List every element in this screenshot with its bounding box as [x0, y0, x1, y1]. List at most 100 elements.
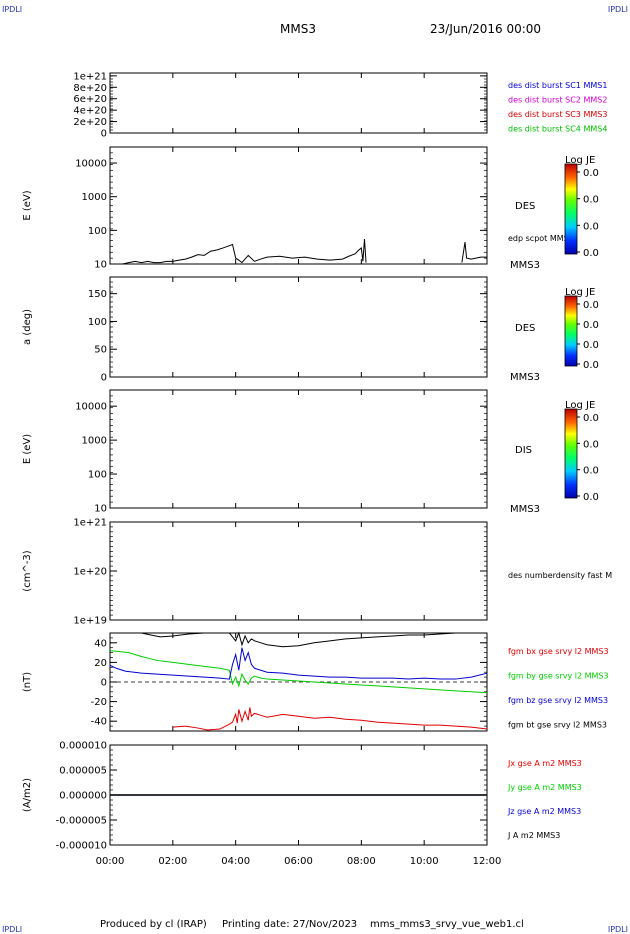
footer-produced: Produced by cl (IRAP): [100, 919, 207, 930]
colorbar-tick-label: 0.0: [583, 300, 599, 311]
species-label: DIS: [515, 445, 532, 456]
sc-label: MMS3: [510, 504, 540, 515]
ylabel: (nT): [22, 672, 33, 692]
colorbar-tick-label: 0.0: [583, 221, 599, 232]
ytick-label: 6e+20: [73, 94, 107, 105]
ytick-label: 8e+20: [73, 83, 107, 94]
density-label: des numberdensity fast M: [508, 571, 612, 580]
ylabel: (A/m2): [22, 778, 33, 812]
b-legend-4: fgm bt gse srvy l2 MMS3: [508, 721, 607, 730]
colorbar-tick-label: 0.0: [583, 439, 599, 450]
ytick-label: 150: [88, 289, 107, 300]
colorbar-title: Log JE: [565, 400, 595, 411]
ytick-label: 100: [88, 226, 107, 237]
sc-label: MMS3: [510, 372, 540, 383]
colorbar-tick-label: 0.0: [583, 320, 599, 331]
ytick-label: 2e+20: [73, 117, 107, 128]
ytick-label: 100: [88, 470, 107, 481]
ytick-label: 4e+20: [73, 106, 107, 117]
colorbar-tick-label: 0.0: [583, 360, 599, 371]
ylabel: E (eV): [22, 190, 33, 220]
ytick-label: 1e+20: [73, 567, 107, 578]
j-legend-1: Jx gse A m2 MMS3: [507, 759, 582, 768]
ytick-label: 1e+21: [73, 71, 107, 82]
footer-filename: mms_mms3_srvy_vue_web1.cl: [370, 919, 524, 930]
corner-br: IPDLI: [607, 925, 628, 934]
colorbar-tick-label: 0.0: [583, 168, 599, 179]
ytick-label: 1000: [82, 436, 107, 447]
ytick-label: 50: [94, 345, 107, 356]
b-legend-1: fgm bx gse srvy l2 MMS3: [508, 647, 609, 656]
panel-frame-4: [109, 389, 488, 509]
colorbar-tick-label: 0.0: [583, 492, 599, 503]
species-label: DES: [515, 201, 535, 212]
j-legend-2: Jy gse A m2 MMS3: [507, 783, 582, 792]
b-series-4: [141, 631, 487, 648]
legend-4: des dist burst SC4 MMS4: [508, 125, 607, 134]
ytick-label: 10: [94, 260, 107, 271]
ytick-label: 0: [101, 129, 107, 140]
xtick-label: 06:00: [284, 856, 313, 867]
ytick-label: 10: [94, 504, 107, 515]
footer-printing: Printing date: 27/Nov/2023: [222, 919, 358, 930]
xtick-label: 12:00: [473, 856, 502, 867]
xtick-label: 10:00: [410, 856, 439, 867]
ytick-label: -20: [91, 697, 107, 708]
date-title: 23/Jun/2016 00:00: [430, 22, 542, 36]
panel-frame-3: [109, 276, 488, 378]
ytick-label: 0: [101, 373, 107, 384]
colorbar-tick-label: 0.0: [583, 248, 599, 259]
ytick-label: -0.000010: [56, 841, 107, 852]
colorbar-tick-label: 0.0: [583, 413, 599, 424]
sc-label: MMS3: [510, 260, 540, 271]
ytick-label: 1000: [82, 192, 107, 203]
colorbar-1: [564, 163, 578, 255]
legend-2: des dist burst SC2 MMS2: [508, 96, 607, 105]
b-legend-2: fgm by gse srvy l2 MMS3: [508, 672, 609, 681]
ytick-label: -0.000005: [56, 816, 107, 827]
ytick-label: 0: [101, 678, 107, 689]
colorbar-title: Log JE: [565, 287, 595, 298]
corner-tr: IPDLI: [607, 5, 628, 14]
ytick-label: 10000: [75, 159, 107, 170]
colorbar-2: [564, 295, 578, 367]
xtick-label: 00:00: [96, 856, 125, 867]
colorbar-title: Log JE: [565, 155, 595, 166]
j-legend-4: J A m2 MMS3: [507, 831, 560, 840]
panel-frame-5: [109, 521, 488, 621]
species-label: DES: [515, 323, 535, 334]
b-series-1: [172, 707, 488, 731]
colorbar-3: [564, 408, 578, 499]
ytick-label: 1e+19: [73, 616, 107, 627]
xtick-label: 02:00: [158, 856, 187, 867]
legend-1: des dist burst SC1 MMS1: [508, 81, 607, 90]
b-series-3: [109, 647, 488, 680]
ytick-label: 40: [94, 638, 107, 649]
ytick-label: 100: [88, 317, 107, 328]
b-legend-3: fgm bz gse srvy l2 MMS3: [508, 696, 608, 705]
ytick-label: 10000: [75, 402, 107, 413]
ylabel: (cm^-3): [22, 550, 33, 591]
panel-frame-1: [109, 72, 488, 134]
ylabel: a (deg): [22, 309, 33, 345]
colorbar-tick-label: 0.0: [583, 195, 599, 206]
panel-frame-2: [109, 146, 488, 265]
ytick-label: 0.000005: [59, 766, 107, 777]
spacecraft-title: MMS3: [280, 22, 316, 36]
colorbar-tick-label: 0.0: [583, 340, 599, 351]
xtick-label: 08:00: [347, 856, 376, 867]
b-series-2: [109, 650, 488, 694]
ylabel: E (eV): [22, 434, 33, 464]
xtick-label: 04:00: [221, 856, 250, 867]
ytick-label: 0.000000: [59, 791, 107, 802]
corner-bl: IPDLI: [2, 925, 23, 934]
ytick-label: 1e+21: [73, 518, 107, 529]
ytick-label: 20: [94, 658, 107, 669]
ytick-label: -40: [91, 717, 107, 728]
legend-3: des dist burst SC3 MMS3: [508, 110, 607, 119]
colorbar-tick-label: 0.0: [583, 466, 599, 477]
j-legend-3: Jz gse A m2 MMS3: [507, 807, 581, 816]
ytick-label: 0.000010: [59, 741, 107, 752]
overlay-label: edp scpot MMS3: [508, 234, 574, 243]
